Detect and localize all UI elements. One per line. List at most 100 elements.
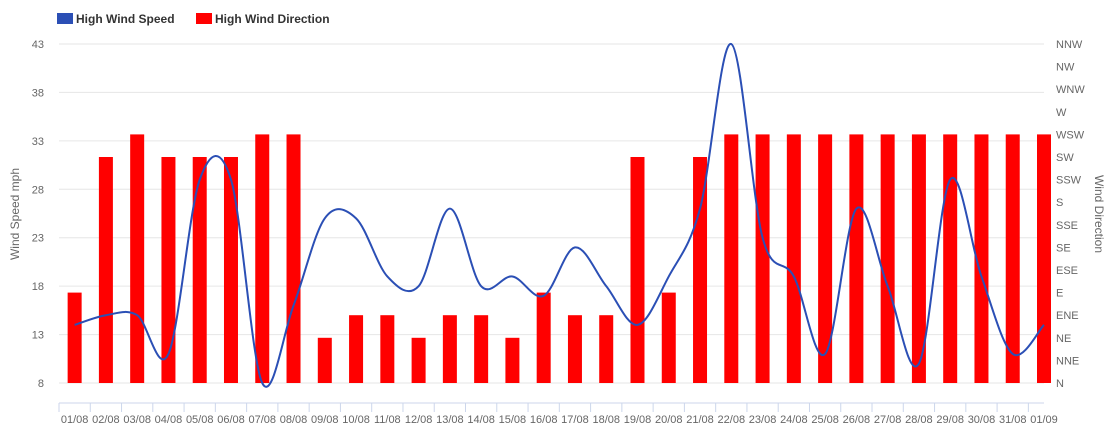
direction-tick-label: WSW	[1056, 129, 1085, 141]
direction-bar[interactable]	[536, 292, 551, 383]
legend-speed-label[interactable]: High Wind Speed	[76, 12, 175, 26]
direction-bar[interactable]	[317, 337, 332, 383]
legend-speed-swatch	[57, 13, 73, 24]
direction-tick-label: W	[1056, 107, 1067, 119]
x-tick-label: 23/08	[749, 414, 777, 426]
direction-tick-label: NE	[1056, 333, 1071, 345]
y-axis-right-title: Wind Direction	[1092, 175, 1106, 253]
direction-tick-label: WNW	[1056, 84, 1085, 96]
speed-line-layer	[74, 42, 1045, 388]
x-axis: 01/08 02/08 03/08 04/08 05/08 06/08 07/08 08/08…	[58, 402, 1058, 426]
x-tick-label: 19/08	[624, 414, 652, 426]
legend[interactable]: High Wind Speed High Wind Direction	[57, 12, 330, 26]
x-tick-label: 02/08	[92, 414, 120, 426]
direction-tick-label: ESE	[1056, 265, 1078, 277]
direction-bar[interactable]	[192, 157, 207, 383]
speed-line[interactable]	[74, 42, 1045, 388]
y-tick-label: 28	[32, 184, 44, 196]
direction-bar[interactable]	[786, 134, 801, 383]
y-axis-left-title: Wind Speed mph	[8, 168, 22, 260]
direction-tick-label: ENE	[1056, 310, 1079, 322]
direction-bar[interactable]	[880, 134, 895, 383]
direction-bar[interactable]	[693, 157, 708, 383]
direction-bar[interactable]	[599, 315, 614, 383]
y-tick-label: 23	[32, 233, 44, 245]
direction-bar[interactable]	[505, 337, 520, 383]
x-tick-label: 11/08	[374, 414, 401, 426]
direction-bar[interactable]	[255, 134, 270, 383]
x-tick-label: 15/08	[499, 414, 527, 426]
direction-tick-label: SSE	[1056, 220, 1078, 232]
direction-tick-label: SE	[1056, 242, 1071, 254]
x-tick-label: 07/08	[248, 414, 276, 426]
x-tick-label: 25/08	[811, 414, 839, 426]
direction-bar[interactable]	[974, 134, 989, 383]
direction-bar[interactable]	[349, 315, 364, 383]
x-tick-label: 20/08	[655, 414, 683, 426]
direction-tick-label: N	[1056, 378, 1064, 390]
direction-tick-label: S	[1056, 197, 1063, 209]
x-tick-label: 01/09	[1030, 414, 1058, 426]
y-tick-label: 43	[32, 39, 44, 51]
direction-bar[interactable]	[161, 157, 176, 383]
direction-bar[interactable]	[223, 157, 238, 383]
y-tick-label: 8	[38, 378, 44, 390]
direction-bar[interactable]	[567, 315, 582, 383]
x-tick-label: 27/08	[874, 414, 902, 426]
y-axis-right: N NNE NE ENE E ESE SE SSE S SSW SW WSW W WNW NW NNW	[1056, 39, 1085, 390]
x-tick-label: 10/08	[342, 414, 370, 426]
direction-bar[interactable]	[1037, 134, 1051, 383]
y-tick-label: 38	[32, 87, 44, 99]
direction-tick-label: NNE	[1056, 355, 1079, 367]
x-tick-label: 28/08	[905, 414, 933, 426]
legend-direction-swatch	[196, 13, 212, 24]
direction-tick-label: NW	[1056, 62, 1075, 74]
y-axis-left: 8 13 18 23 28 33 38 43	[32, 39, 44, 390]
direction-bar[interactable]	[818, 134, 833, 383]
direction-bar[interactable]	[630, 157, 645, 383]
direction-bar[interactable]	[661, 292, 676, 383]
direction-bar[interactable]	[1005, 134, 1020, 383]
direction-tick-label: SSW	[1056, 175, 1082, 187]
direction-tick-label: E	[1056, 288, 1063, 300]
x-tick-label: 12/08	[405, 414, 433, 426]
y-tick-label: 33	[32, 136, 44, 148]
x-tick-label: 05/08	[186, 414, 214, 426]
x-tick-label: 03/08	[123, 414, 151, 426]
x-tick-label: 24/08	[780, 414, 808, 426]
x-tick-label: 09/08	[311, 414, 339, 426]
direction-bar[interactable]	[442, 315, 457, 383]
direction-bars	[67, 134, 1051, 383]
direction-bar[interactable]	[911, 134, 926, 383]
y-tick-label: 13	[32, 330, 44, 342]
direction-bar[interactable]	[755, 134, 770, 383]
direction-bar[interactable]	[849, 134, 864, 383]
x-tick-label: 18/08	[592, 414, 620, 426]
direction-tick-label: SW	[1056, 152, 1074, 164]
x-tick-label: 04/08	[155, 414, 183, 426]
x-tick-label: 01/08	[61, 414, 89, 426]
direction-bar[interactable]	[411, 337, 426, 383]
direction-bar[interactable]	[943, 134, 958, 383]
x-tick-label: 16/08	[530, 414, 558, 426]
direction-bar[interactable]	[380, 315, 395, 383]
direction-bar[interactable]	[130, 134, 145, 383]
x-tick-label: 26/08	[843, 414, 871, 426]
legend-direction-label[interactable]: High Wind Direction	[215, 12, 330, 26]
x-tick-label: 22/08	[718, 414, 746, 426]
x-tick-label: 14/08	[467, 414, 495, 426]
direction-tick-label: NNW	[1056, 39, 1083, 51]
y-tick-label: 18	[32, 281, 44, 293]
direction-bar[interactable]	[474, 315, 489, 383]
direction-bar[interactable]	[286, 134, 301, 383]
direction-bar[interactable]	[67, 292, 82, 383]
x-tick-label: 21/08	[686, 414, 714, 426]
x-tick-label: 06/08	[217, 414, 245, 426]
x-tick-label: 31/08	[999, 414, 1027, 426]
x-tick-label: 30/08	[968, 414, 996, 426]
x-tick-label: 17/08	[561, 414, 589, 426]
direction-bar[interactable]	[98, 157, 113, 383]
direction-bar[interactable]	[724, 134, 739, 383]
x-tick-label: 13/08	[436, 414, 464, 426]
